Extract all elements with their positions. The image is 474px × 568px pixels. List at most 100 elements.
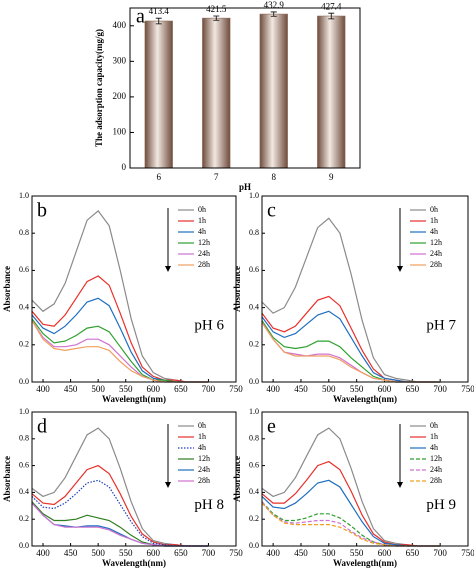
error-bar [270,11,277,17]
x-tick-label: 500 [91,384,105,394]
legend-label: 28h [198,260,210,269]
spectrum-line [261,217,441,383]
y-tick-label: 1.0 [249,191,259,200]
y-tick-label: 0.0 [19,541,29,550]
error-bar [328,12,335,20]
y-tick-label: 100 [113,127,127,137]
x-tick-label: 650 [406,384,420,394]
x-tick-label: 700 [202,384,216,394]
y-tick-label: 0.4 [19,302,29,311]
y-tick-label: 0.2 [19,514,29,523]
y-axis-label: Absorbance [232,266,242,312]
panel-label: b [37,200,47,222]
y-tick-label: 0.4 [19,487,29,496]
y-tick-label: 0.0 [249,541,259,550]
legend-label: 28h [198,476,210,485]
y-tick-label: 0.8 [249,228,259,237]
x-axis-label: Wavelength(nm) [102,558,166,568]
panel-label: d [37,416,47,438]
legend-label: 12h [430,238,442,247]
plot-frame [31,411,237,547]
legend-label: 12h [198,238,210,247]
y-axis-label: Absorbance [2,266,12,312]
y-tick-label: 1.0 [249,407,259,416]
legend-label: 1h [430,432,438,441]
panel-label: e [267,416,276,438]
legend-label: 4h [430,443,438,452]
x-tick-label: 750 [461,384,474,394]
y-tick-label: 0.8 [249,434,259,443]
x-axis-label: pH [239,182,251,192]
plot-frame [261,195,469,383]
y-axis-label: Absorbance [232,456,242,502]
legend-label: 24h [430,465,442,474]
x-tick-label: 400 [266,384,280,394]
spectrum-line [261,310,441,383]
x-tick-label: 650 [406,548,420,558]
x-tick-label: 550 [350,548,364,558]
y-tick-label: 0.0 [249,377,259,386]
y-tick-label: 1.0 [19,407,29,416]
legend-label: 1h [430,216,438,225]
legend-arrowhead [165,266,171,272]
x-tick-label: 600 [147,384,161,394]
legend-label: 1h [198,432,206,441]
legend-label: 0h [430,205,438,214]
x-tick-label: 6 [157,172,162,182]
x-tick-label: 7 [214,172,219,182]
y-tick-label: 300 [113,55,127,65]
x-tick-label: 700 [433,548,447,558]
y-tick-label: 0.6 [249,460,259,469]
spectrum-line [31,501,209,547]
spectrum-line [261,501,441,547]
spectrum-line [261,322,441,383]
x-tick-label: 600 [378,384,392,394]
annotation: pH 7 [426,318,456,334]
y-tick-label: 0.2 [249,340,259,349]
legend-label: 12h [198,454,210,463]
legend-arrowhead [165,482,171,488]
y-axis-label: Absorbance [2,456,12,502]
y-tick-label: 0.2 [249,514,259,523]
x-axis-label: Wavelength(nm) [333,558,397,568]
x-tick-label: 650 [174,384,188,394]
bar [202,17,231,169]
error-bar [155,17,162,25]
legend-label: 4h [430,227,438,236]
spectrum-line [31,479,209,547]
panel-label: a [136,6,145,28]
annotation: pH 9 [426,497,456,513]
y-tick-label: 200 [113,91,127,101]
error-bar [213,15,220,21]
spectrum-line [261,322,441,383]
y-tick-label: 0.6 [249,265,259,274]
x-tick-label: 700 [433,384,447,394]
legend-arrowhead [397,482,403,488]
x-tick-label: 450 [294,548,308,558]
spectrum-line [31,275,209,383]
x-tick-label: 750 [461,548,474,558]
spectrum-line [261,460,441,547]
x-tick-label: 600 [147,548,161,558]
legend-label: 28h [430,476,442,485]
y-tick-label: 1.0 [19,191,29,200]
spectrum-line [31,427,209,547]
spectrum-line [261,295,441,383]
annotation: pH 6 [194,318,224,334]
x-tick-label: 500 [322,384,336,394]
x-tick-label: 8 [272,172,277,182]
y-axis-label: The adsorption capacity(mg/g) [94,29,104,147]
bar [259,13,288,169]
x-tick-label: 600 [378,548,392,558]
legend-label: 24h [198,465,210,474]
y-tick-label: 400 [113,20,127,30]
legend-arrowhead [397,266,403,272]
bar [144,20,173,169]
y-tick-label: 0.6 [19,265,29,274]
x-tick-label: 700 [202,548,216,558]
x-tick-label: 550 [119,548,133,558]
value-label: 432.9 [264,0,285,10]
x-tick-label: 400 [36,548,50,558]
x-tick-label: 650 [174,548,188,558]
